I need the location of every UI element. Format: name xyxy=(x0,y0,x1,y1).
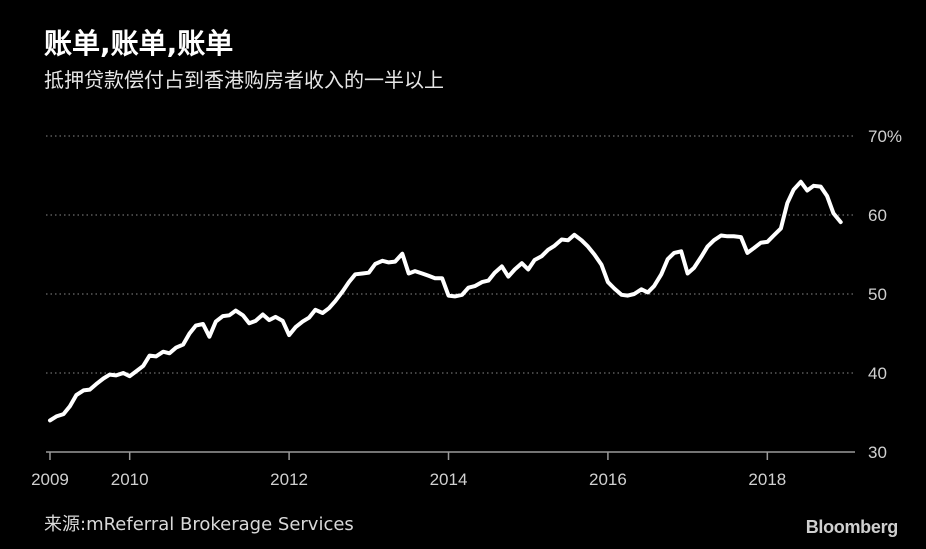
x-tick-label: 2014 xyxy=(430,470,468,489)
y-axis: 30 40 50 60 70% xyxy=(868,127,902,462)
series-layer xyxy=(48,179,843,423)
x-tick-label: 2012 xyxy=(270,470,308,489)
gridlines xyxy=(46,135,855,374)
x-tick-label: 2009 xyxy=(31,470,69,489)
y-tick-label: 50 xyxy=(868,285,887,304)
y-tick-label: 30 xyxy=(868,443,887,462)
x-tick-label: 2016 xyxy=(589,470,627,489)
y-tick-label: 70% xyxy=(868,127,902,146)
x-axis: 2009 2010 2012 2014 2016 2018 xyxy=(31,451,855,489)
bloomberg-logo: Bloomberg xyxy=(805,517,899,537)
source-note: 来源:mReferral Brokerage Services xyxy=(44,514,354,535)
x-tick-label: 2010 xyxy=(111,470,149,489)
y-tick-label: 60 xyxy=(868,206,887,225)
x-tick-label: 2018 xyxy=(748,470,786,489)
y-tick-label: 40 xyxy=(868,364,887,383)
chart-subtitle: 抵押贷款偿付占到香港购房者收入的一半以上 xyxy=(44,68,444,92)
series-line xyxy=(48,179,843,423)
chart-title: 账单,账单,账单 xyxy=(44,27,234,60)
